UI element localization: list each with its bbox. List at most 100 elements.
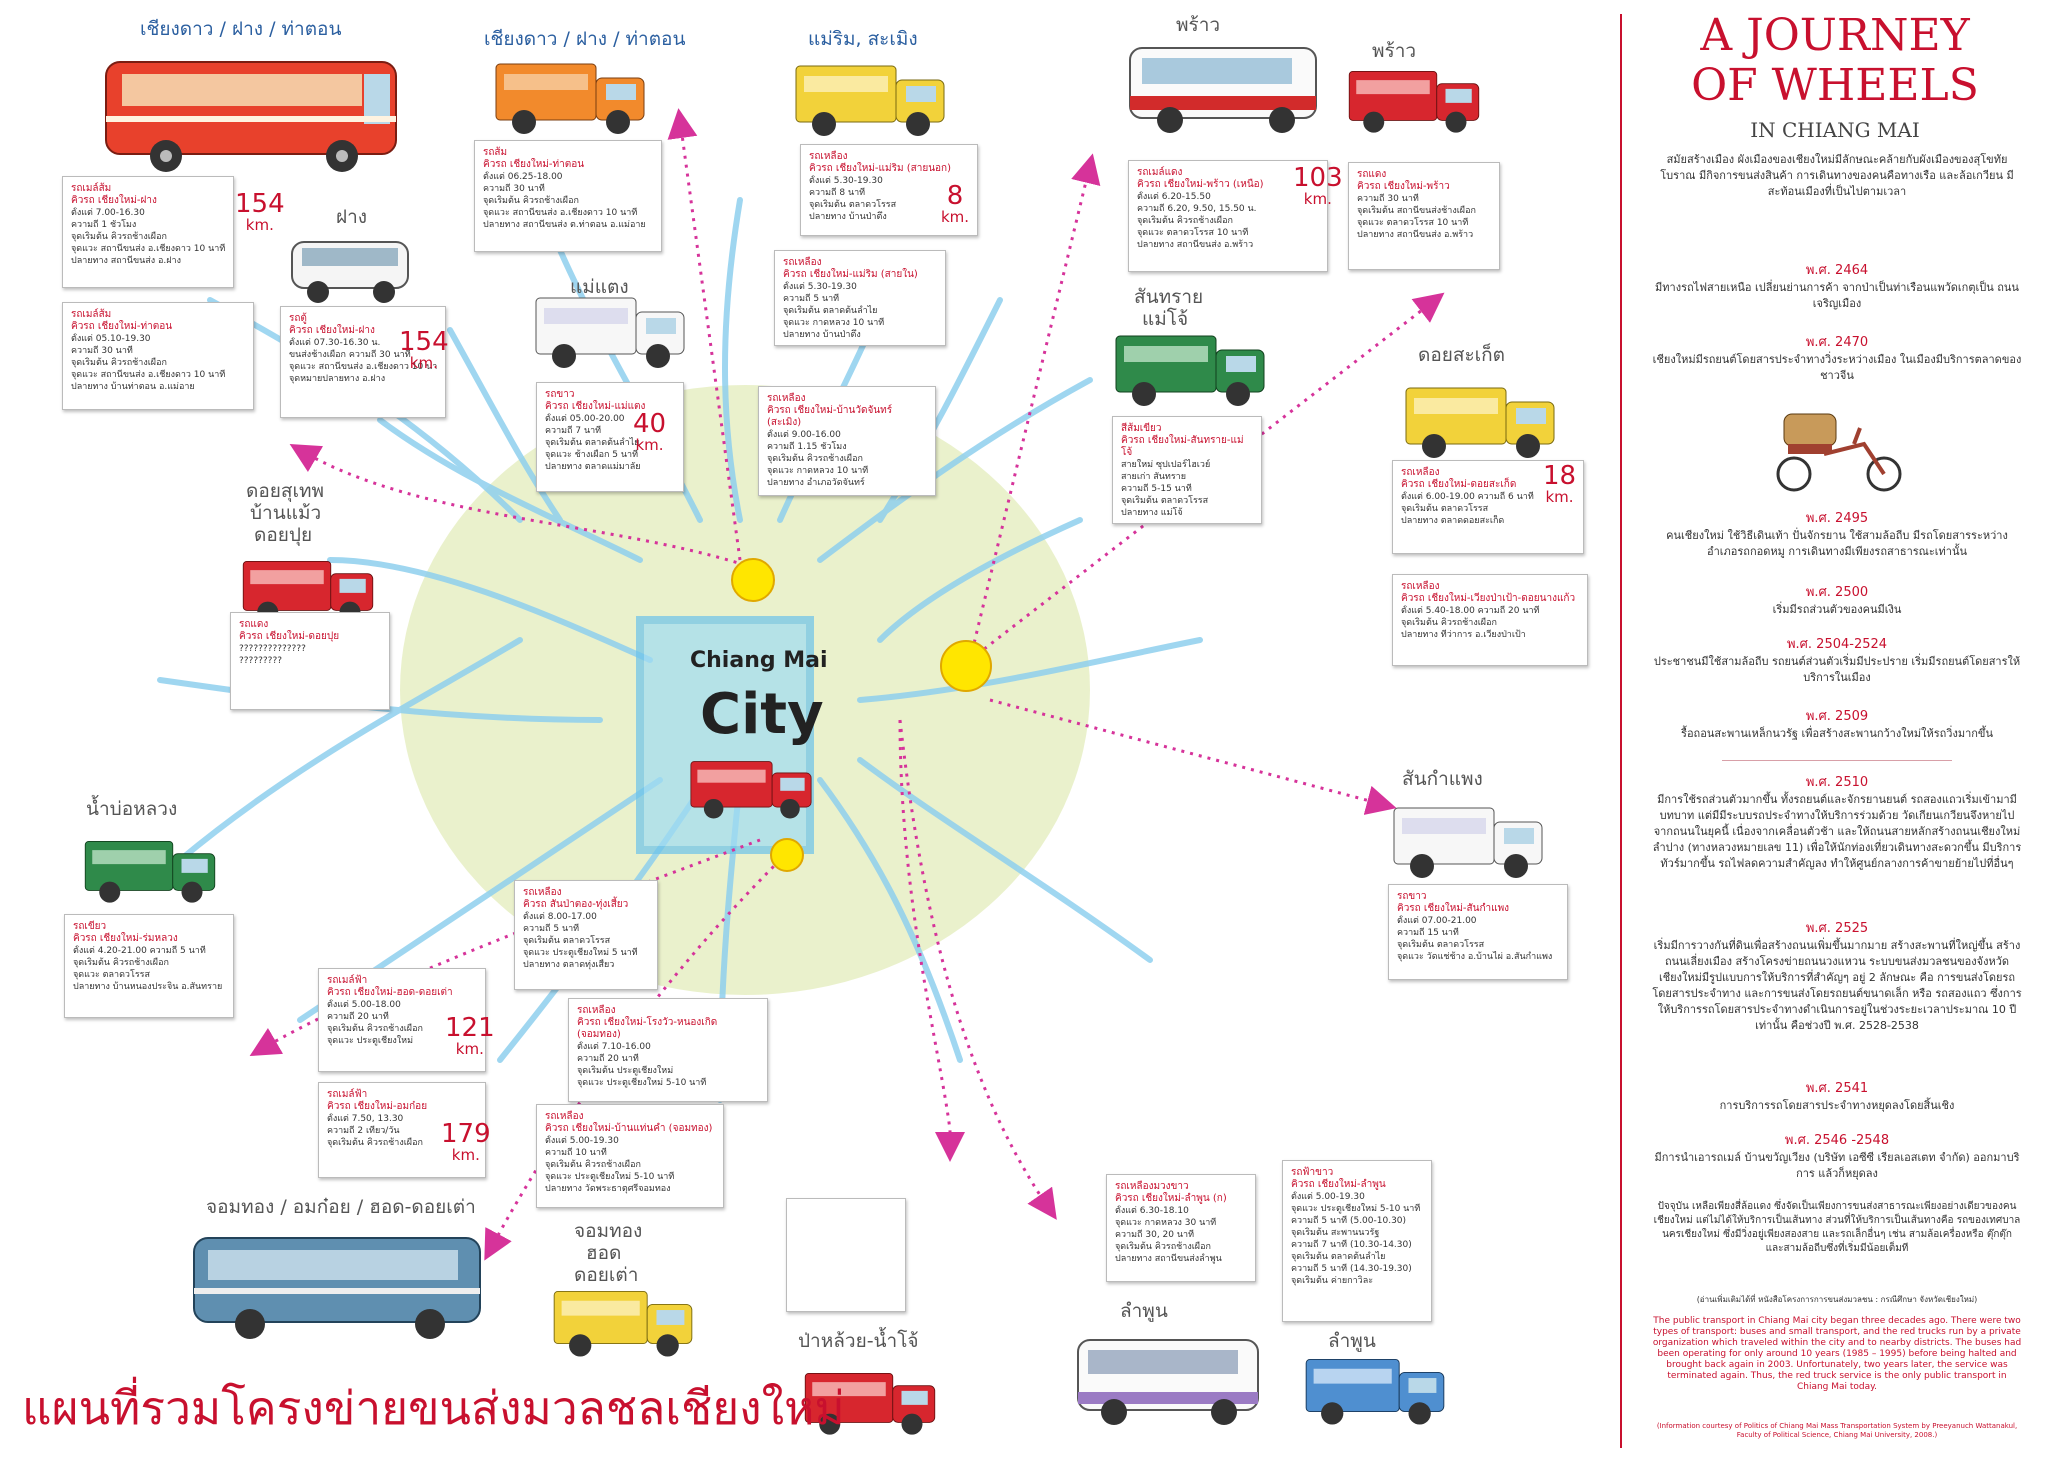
route-card: รถเมล์ฟ้า คิวรถ เชียงใหม่-อมก๋อย ตั้งแต่… xyxy=(318,1082,491,1178)
route-card: รถเหลือง คิวรถ เชียงใหม่-บ้านแท่นคำ (จอม… xyxy=(536,1104,724,1208)
green-songthaew-icon xyxy=(1115,335,1265,406)
route-type: รถเมล์แดง xyxy=(1137,167,1183,178)
english-summary: The public transport in Chiang Mai city … xyxy=(1652,1316,2022,1392)
route-detail: ????????? xyxy=(239,656,282,666)
route-type: รถเหลือง xyxy=(783,257,822,268)
route-distance: 40 km. xyxy=(633,409,667,454)
hub-warorot xyxy=(940,640,992,692)
route-card: รถเมล์ส้ม คิวรถ เชียงใหม่-ฝาง ตั้งแต่ 7.… xyxy=(62,176,285,288)
timeline-text: ประชาชนมีใช้สามล้อถีบ รถยนต์ส่วนตัวเริ่ม… xyxy=(1653,655,2021,684)
route-detail: จุดเริ่มต้น ตลาดวโรรส xyxy=(1397,940,1485,950)
place-label: สันทราย xyxy=(1134,286,1204,308)
route-detail: ความถี่ 8 นาที xyxy=(809,188,866,198)
route-distance: 121 km. xyxy=(445,1013,495,1058)
route-detail: จุดเริ่มต้น คิวรถช้างเผือก xyxy=(483,196,579,206)
route-detail: ความถี่ 20 นาที xyxy=(577,1054,639,1064)
hub-chiang-mai-gate xyxy=(770,838,804,872)
route-detail: ตั้งแต่ 4.20-21.00 ความถี่ 5 นาที xyxy=(73,946,206,956)
route-detail: จุดแวะ สถานีขนส่ง อ.เชียงดาว 10 นาที xyxy=(71,244,225,254)
place-label: แม่แตง xyxy=(570,276,629,298)
route-detail: ความถี่ 5 นาที (5.00-10.30) xyxy=(1291,1216,1407,1226)
route-type: รถขาว xyxy=(1397,891,1427,902)
route-detail: ความถี่ 30 นาที xyxy=(1357,194,1419,204)
route-detail: ปลายทาง ตลาดดอยสะเก็ด xyxy=(1401,516,1505,526)
route-detail: ความถี่ 30 นาที xyxy=(483,184,545,194)
place-label: จอมทอง xyxy=(574,1220,643,1242)
route-detail: จุดแวะ สถานีขนส่ง อ.เชียงดาว 10 นาที xyxy=(289,362,437,372)
route-card: รถขาว คิวรถ เชียงใหม่-แม่แตง ตั้งแต่ 05.… xyxy=(536,382,684,492)
route-detail: ปลายทาง สถานีขนส่ง อ.ฝาง xyxy=(71,256,181,266)
red-songthaew-icon xyxy=(804,1372,936,1435)
place-label: พร้าว xyxy=(1176,14,1221,36)
route-type: รถเหลือง xyxy=(767,393,806,404)
route-card: รถเหลือง คิวรถ เชียงใหม่-แม่ริม (สายใน) … xyxy=(774,250,946,346)
route-detail: จุดแวะ ประตูเชียงใหม่ xyxy=(327,1036,414,1046)
place-label: ฮอด xyxy=(586,1242,622,1264)
route-type: สีส้มเขียว xyxy=(1121,423,1162,434)
route-detail: ตั้งแต่ 5.30-19.30 xyxy=(809,176,883,186)
route-detail: ความถี่ 30, 20 นาที xyxy=(1115,1230,1194,1240)
route-detail: จุดแวะ ประตูเชียงใหม่ 5 นาที xyxy=(523,948,638,958)
blue-songthaew-icon xyxy=(1305,1358,1445,1425)
route-detail: ตั้งแต่ 8.00-17.00 xyxy=(523,912,597,922)
route-detail: ตั้งแต่ 06.25-18.00 xyxy=(483,172,563,182)
route-distance: 154 km. xyxy=(235,189,285,234)
timeline-year: พ.ศ. 2541 xyxy=(1805,1081,1869,1096)
place-label: พร้าว xyxy=(1372,40,1417,62)
route-detail: จุดเริ่มต้น ตลาดวโรรส xyxy=(809,200,897,210)
route-detail: ปลายทาง บ้านหนองประจิน อ.สันทราย xyxy=(73,982,223,992)
timeline-text: เชียงใหม่มีรถยนต์โดยสารประจำทางวิ่งระหว่… xyxy=(1652,353,2022,382)
route-detail: จุดแวะ สถานีขนส่ง อ.เชียงดาว 10 นาที xyxy=(483,208,638,218)
route-detail: จุดแวะ ช้างเผือก 5 นาที xyxy=(545,450,639,460)
timeline-year: พ.ศ. 2500 xyxy=(1805,585,1869,600)
white-songthaew-icon xyxy=(1393,807,1543,878)
route-type: รถเหลือง xyxy=(523,887,562,898)
route-card: รถเหลือง คิวรถ เชียงใหม่-ดอยสะเก็ด ตั้งแ… xyxy=(1392,460,1584,554)
route-detail: ปลายทาง บ้านท่าตอน อ.แม่อาย xyxy=(71,382,195,392)
route-type: รถเหลือง xyxy=(1401,467,1440,478)
route-type: รถเมล์ฟ้า xyxy=(327,975,368,986)
route-detail: จุดแวะ สถานีขนส่ง อ.เชียงดาว 10 นาที xyxy=(71,370,226,380)
map-title: แผนที่รวมโครงข่ายขนส่งมวลชลเชียงใหม่ xyxy=(22,1381,845,1435)
route-detail: ตั้งแต่ 5.00-19.30 xyxy=(1291,1192,1365,1202)
route-detail: จุดแวะ กาดหลวง 10 นาที xyxy=(767,466,869,476)
route-detail: สายเก่า สันทราย xyxy=(1121,472,1186,482)
route-detail: ตั้งแต่ 9.00-16.00 xyxy=(767,430,841,440)
route-detail: ตั้งแต่ 05.00-20.00 xyxy=(545,414,625,424)
place-label: ป่าหล้วย-น้ำโจ้ xyxy=(798,1330,919,1352)
route-detail: ความถี่ 5 นาที (14.30-19.30) xyxy=(1291,1264,1412,1274)
route-card: รถแดง คิวรถ เชียงใหม่-พร้าว ความถี่ 30 น… xyxy=(1348,162,1500,270)
timeline-entry: พ.ศ. 2509 รื้อถอนสะพานเหล็กนวรัฐ เพื่อสร… xyxy=(1652,708,2022,742)
route-card: รถส้ม คิวรถ เชียงใหม่-ท่าตอน ตั้งแต่ 06.… xyxy=(474,140,662,252)
route-name: คิวรถ เชียงใหม่-โรงวัว-หนองเกิด (จอมทอง) xyxy=(577,1017,718,1040)
route-detail: ตั้งแต่ 07.00-21.00 xyxy=(1397,916,1477,926)
route-card: รถเมล์แดง คิวรถ เชียงใหม่-พร้าว (เหนือ) … xyxy=(1128,160,1343,272)
route-detail: ความถี่ 6.20, 9.50, 15.50 น. xyxy=(1137,204,1257,214)
place-label: เชียงดาว / ฝาง / ท่าตอน xyxy=(484,28,686,50)
route-detail: ความถี่ 20 นาที xyxy=(327,1012,389,1022)
timeline-text: การบริการรถโดยสารประจำทางหยุดลงโดยสิ้นเช… xyxy=(1719,1099,1955,1112)
route-type: รถเมล์ส้ม xyxy=(71,309,112,320)
route-detail: ตั้งแต่ 07.30-16.30 น. xyxy=(289,338,381,348)
route-detail: ความถี่ 30 นาที xyxy=(71,346,133,356)
route-detail: ปลายทาง สถานีขนส่ง อ.พร้าว xyxy=(1137,240,1254,250)
route-detail: จุดเริ่มต้น คิวรถช้างเผือก xyxy=(73,958,169,968)
route-detail: ตั้งแต่ 5.30-19.30 xyxy=(783,282,857,292)
route-type: รถเหลือง xyxy=(545,1111,584,1122)
route-name: คิวรถ เชียงใหม่-ลำพูน (ก) xyxy=(1115,1193,1227,1204)
route-detail: ความถี่ 2 เที่ยว/วัน xyxy=(327,1126,400,1136)
timeline-entry: พ.ศ. 2525 เริ่มมีการวางกันที่ดินเพื่อสร้… xyxy=(1652,920,2022,1034)
timeline-year: พ.ศ. 2510 xyxy=(1805,775,1869,790)
transport-map: Chiang Mai City xyxy=(22,14,1588,1435)
route-detail: ตั้งแต่ 6.30-18.10 xyxy=(1115,1206,1189,1216)
route-detail: จุดเริ่มต้น ประตูเชียงใหม่ xyxy=(577,1066,674,1076)
map-background xyxy=(157,108,1445,1261)
route-type: รถเหลือง xyxy=(809,151,848,162)
route-card: สีส้มเขียว คิวรถ เชียงใหม่-สันทราย-แม่โจ… xyxy=(1112,416,1262,524)
route-detail: ปลายทาง สถานีขนส่งลำพูน xyxy=(1115,1254,1222,1264)
route-detail: จุดเริ่มต้น ตลาดต้นลำไย xyxy=(1291,1252,1386,1262)
timeline-entry: พ.ศ. 2495 คนเชียงใหม่ ใช้วิธีเดินเท้า ปั… xyxy=(1652,510,2022,560)
route-detail: ตั้งแต่ 5.00-18.00 xyxy=(327,1000,401,1010)
timeline-year: พ.ศ. 2509 xyxy=(1805,709,1869,724)
route-detail: ปลายทาง บ้านป่าตึง xyxy=(783,330,861,340)
